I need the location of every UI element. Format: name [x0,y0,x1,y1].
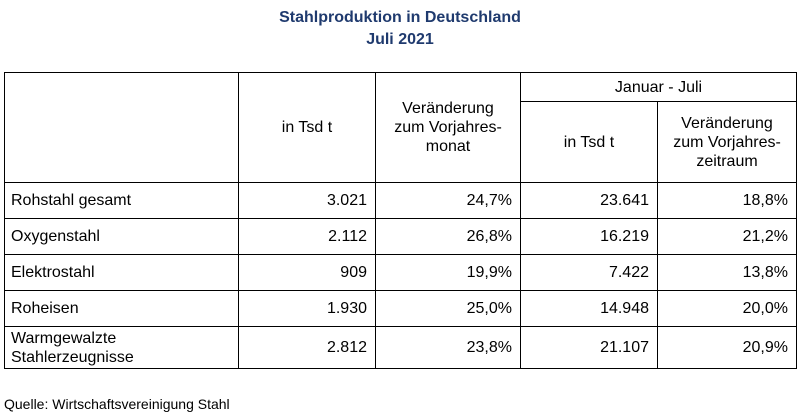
period-value-header: in Tsd t [520,101,658,183]
period-change-cell: 18,8% [657,182,797,219]
month-value-cell: 909 [238,254,376,291]
month-change-header-line: Veränderung [402,100,494,117]
period-value-cell: 23.641 [520,182,658,219]
row-label: Roheisen [4,290,239,327]
table-row: Roheisen 1.930 25,0% 14.948 20,0% [4,290,797,327]
period-change-cell: 13,8% [657,254,797,291]
table-body: Rohstahl gesamt 3.021 24,7% 23.641 18,8% Oxyg… [4,182,797,369]
row-label-line: Rohstahl gesamt [11,192,132,209]
table-row: Oxygenstahl 2.112 26,8% 16.219 21,2% [4,218,797,255]
source-note: Quelle: Wirtschaftsvereinigung Stahl [4,396,230,412]
period-value-cell: 14.948 [520,290,658,327]
row-label: Warmgewalzte Stahlerzeugnisse [4,326,239,369]
chart-subtitle: Juli 2021 [366,31,434,48]
header-corner-cell [4,72,239,183]
month-value-cell: 2.112 [238,218,376,255]
row-label-line: Oxygenstahl [11,228,100,245]
row-label-line: Warmgewalzte [11,329,117,347]
period-group-header: Januar - Juli [520,72,797,102]
period-value-cell: 16.219 [520,218,658,255]
month-value-cell: 3.021 [238,182,376,219]
month-change-cell: 26,8% [375,218,521,255]
period-change-cell: 20,9% [657,326,797,369]
table-row: Warmgewalzte Stahlerzeugnisse 2.812 23,8% 21… [4,326,797,369]
month-value-header: in Tsd t [238,72,376,183]
steel-production-table: in Tsd t Veränderung zum Vorjahres- mona… [4,72,797,369]
period-change-header: Veränderung zum Vorjahres- zeitraum [657,101,797,183]
period-value-cell: 21.107 [520,326,658,369]
chart-title: Stahlproduktion in Deutschland [279,9,521,26]
period-change-header-line: zeitraum [696,152,758,170]
table-row: Rohstahl gesamt 3.021 24,7% 23.641 18,8% [4,182,797,219]
row-label: Rohstahl gesamt [4,182,239,219]
month-change-header-line: monat [425,138,471,155]
month-change-header: Veränderung zum Vorjahres- monat [375,72,521,183]
month-value-cell: 1.930 [238,290,376,327]
month-change-cell: 19,9% [375,254,521,291]
month-change-header-line: zum Vorjahres- [394,119,502,136]
period-change-cell: 20,0% [657,290,797,327]
row-label-line: Roheisen [11,300,79,317]
month-change-cell: 25,0% [375,290,521,327]
row-label-line: Elektrostahl [11,264,95,281]
table-row: Elektrostahl 909 19,9% 7.422 13,8% [4,254,797,291]
row-label-line: Stahlerzeugnisse [11,348,134,366]
period-change-header-line: zum Vorjahres- [673,133,781,151]
month-value-cell: 2.812 [238,326,376,369]
month-change-cell: 23,8% [375,326,521,369]
row-label: Oxygenstahl [4,218,239,255]
period-change-cell: 21,2% [657,218,797,255]
month-change-cell: 24,7% [375,182,521,219]
row-label: Elektrostahl [4,254,239,291]
period-value-cell: 7.422 [520,254,658,291]
period-change-header-line: Veränderung [681,114,773,132]
